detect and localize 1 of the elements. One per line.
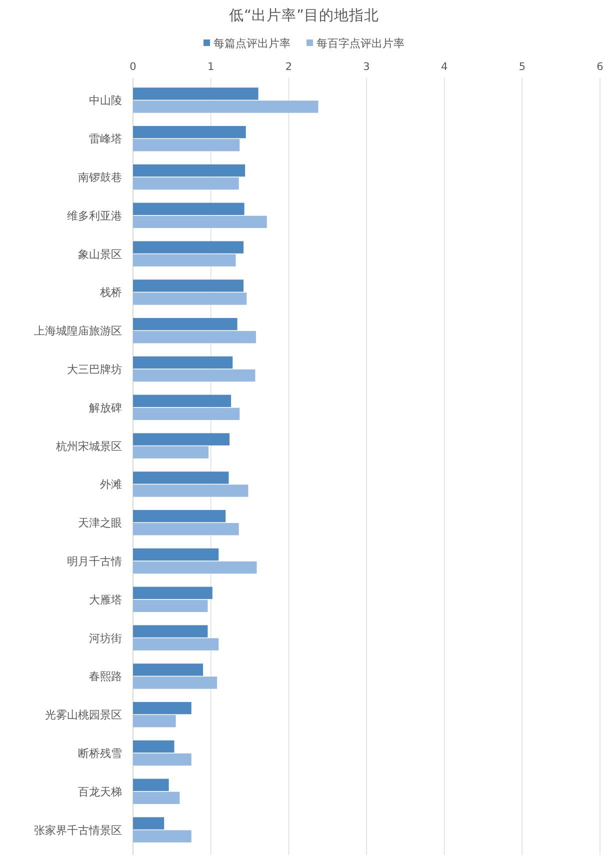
title: 低“出片率”目的地指北 (228, 8, 380, 24)
